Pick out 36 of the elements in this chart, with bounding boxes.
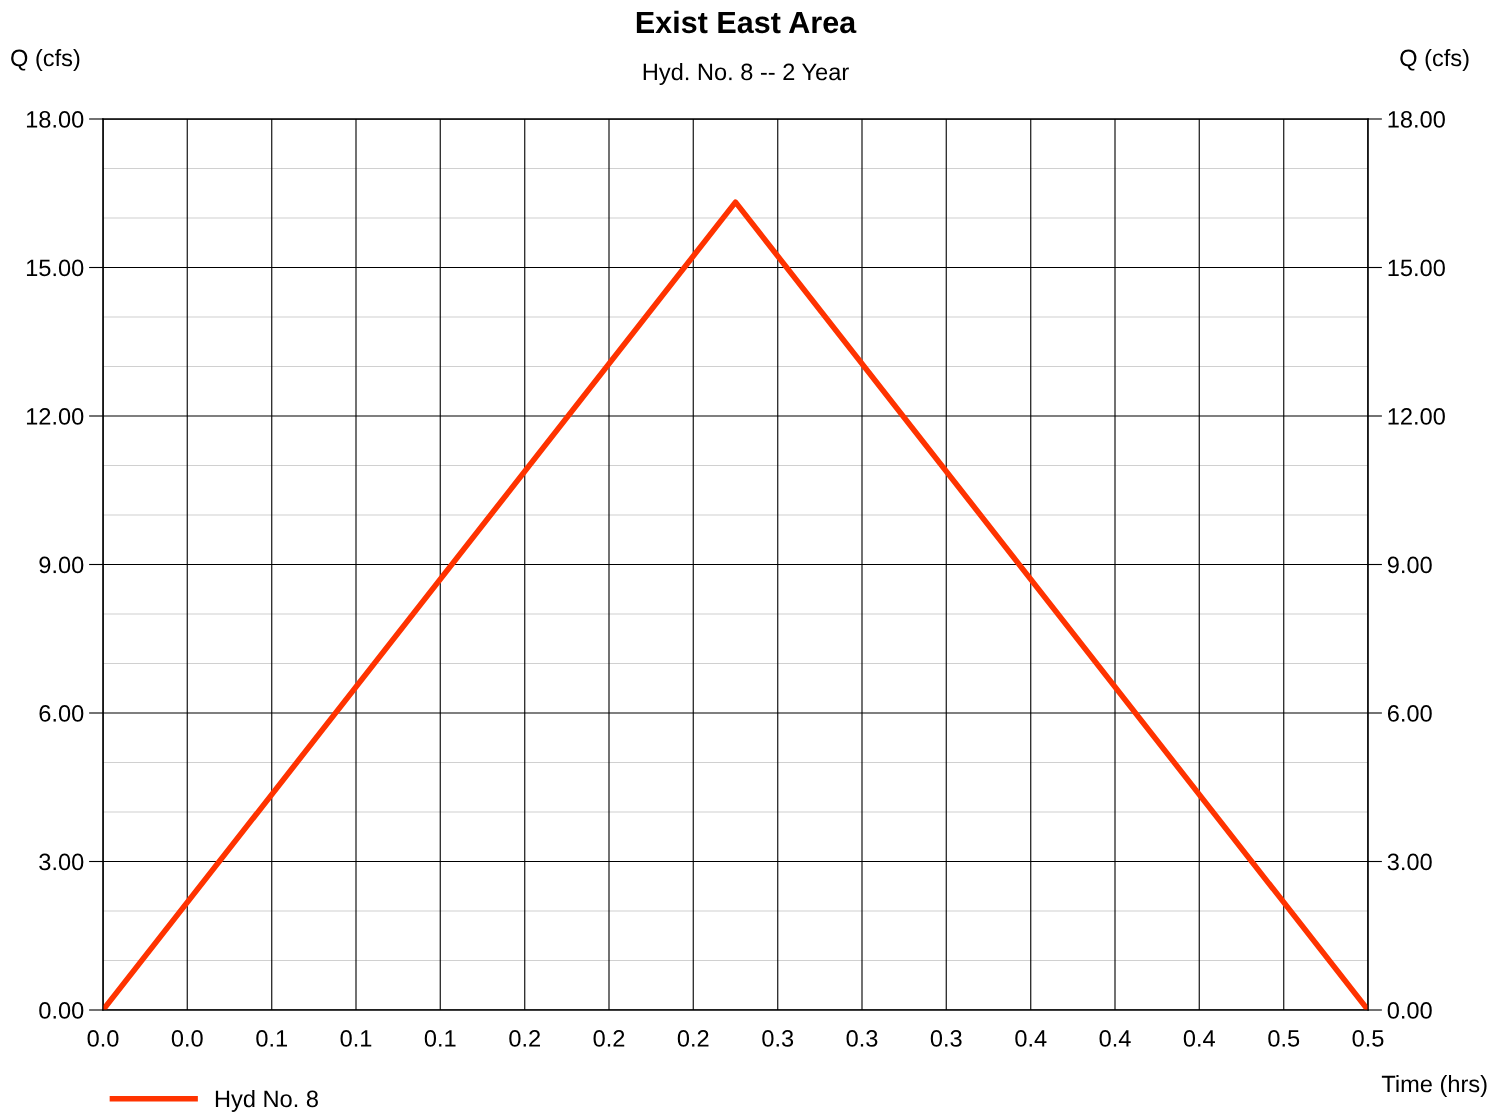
x-tick-label: 0.1: [340, 1030, 372, 1047]
y2-tick-label: 15.00: [1388, 259, 1445, 277]
x-tick-label: 0.2: [593, 1030, 625, 1047]
y-tick-label: 9.00: [39, 556, 84, 574]
chart-title: Exist East Area: [636, 10, 857, 34]
chart-subtitle: Hyd. No. 8 -- 2 Year: [643, 63, 849, 85]
x-tick-label: 0.3: [930, 1030, 962, 1047]
x-tick-label: 0.0: [171, 1030, 203, 1047]
x-tick-label: 0.3: [846, 1030, 878, 1047]
y2-tick-label: 0.00: [1387, 1002, 1432, 1019]
x-tick-label: 0.0: [87, 1030, 119, 1047]
y-tick-label: 12.00: [26, 408, 84, 425]
x-tick-label: 0.2: [677, 1030, 709, 1047]
y-tick-label: 15.00: [26, 259, 84, 277]
x-tick-label: 0.1: [424, 1030, 456, 1047]
x-tick-label: 0.5: [1268, 1030, 1300, 1047]
x-tick-label: 0.1: [256, 1030, 288, 1047]
y2-tick-label: 12.00: [1388, 408, 1445, 425]
x-tick-label: 0.4: [1015, 1030, 1047, 1047]
y-tick-label: 0.00: [39, 1002, 84, 1019]
y2-axis-title: Q (cfs): [1400, 49, 1469, 71]
y-axis-title: Q (cfs): [11, 49, 80, 71]
x-tick-label: 0.2: [509, 1030, 540, 1047]
y-tick-label: 6.00: [39, 705, 84, 722]
y2-tick-label: 18.00: [1388, 111, 1445, 128]
legend-label: Hyd No. 8: [215, 1089, 318, 1112]
y-tick-label: 18.00: [26, 111, 84, 128]
x-tick-label: 0.4: [1183, 1030, 1215, 1047]
x-tick-label: 0.3: [762, 1030, 794, 1047]
y2-tick-label: 3.00: [1387, 853, 1432, 871]
y-tick-label: 3.00: [39, 853, 84, 871]
y2-tick-label: 6.00: [1387, 705, 1432, 722]
x-axis-title: Time (hrs): [1381, 1074, 1487, 1097]
y2-tick-label: 9.00: [1387, 556, 1432, 574]
x-tick-label: 0.4: [1099, 1030, 1131, 1047]
x-tick-label: 0.5: [1352, 1030, 1384, 1047]
